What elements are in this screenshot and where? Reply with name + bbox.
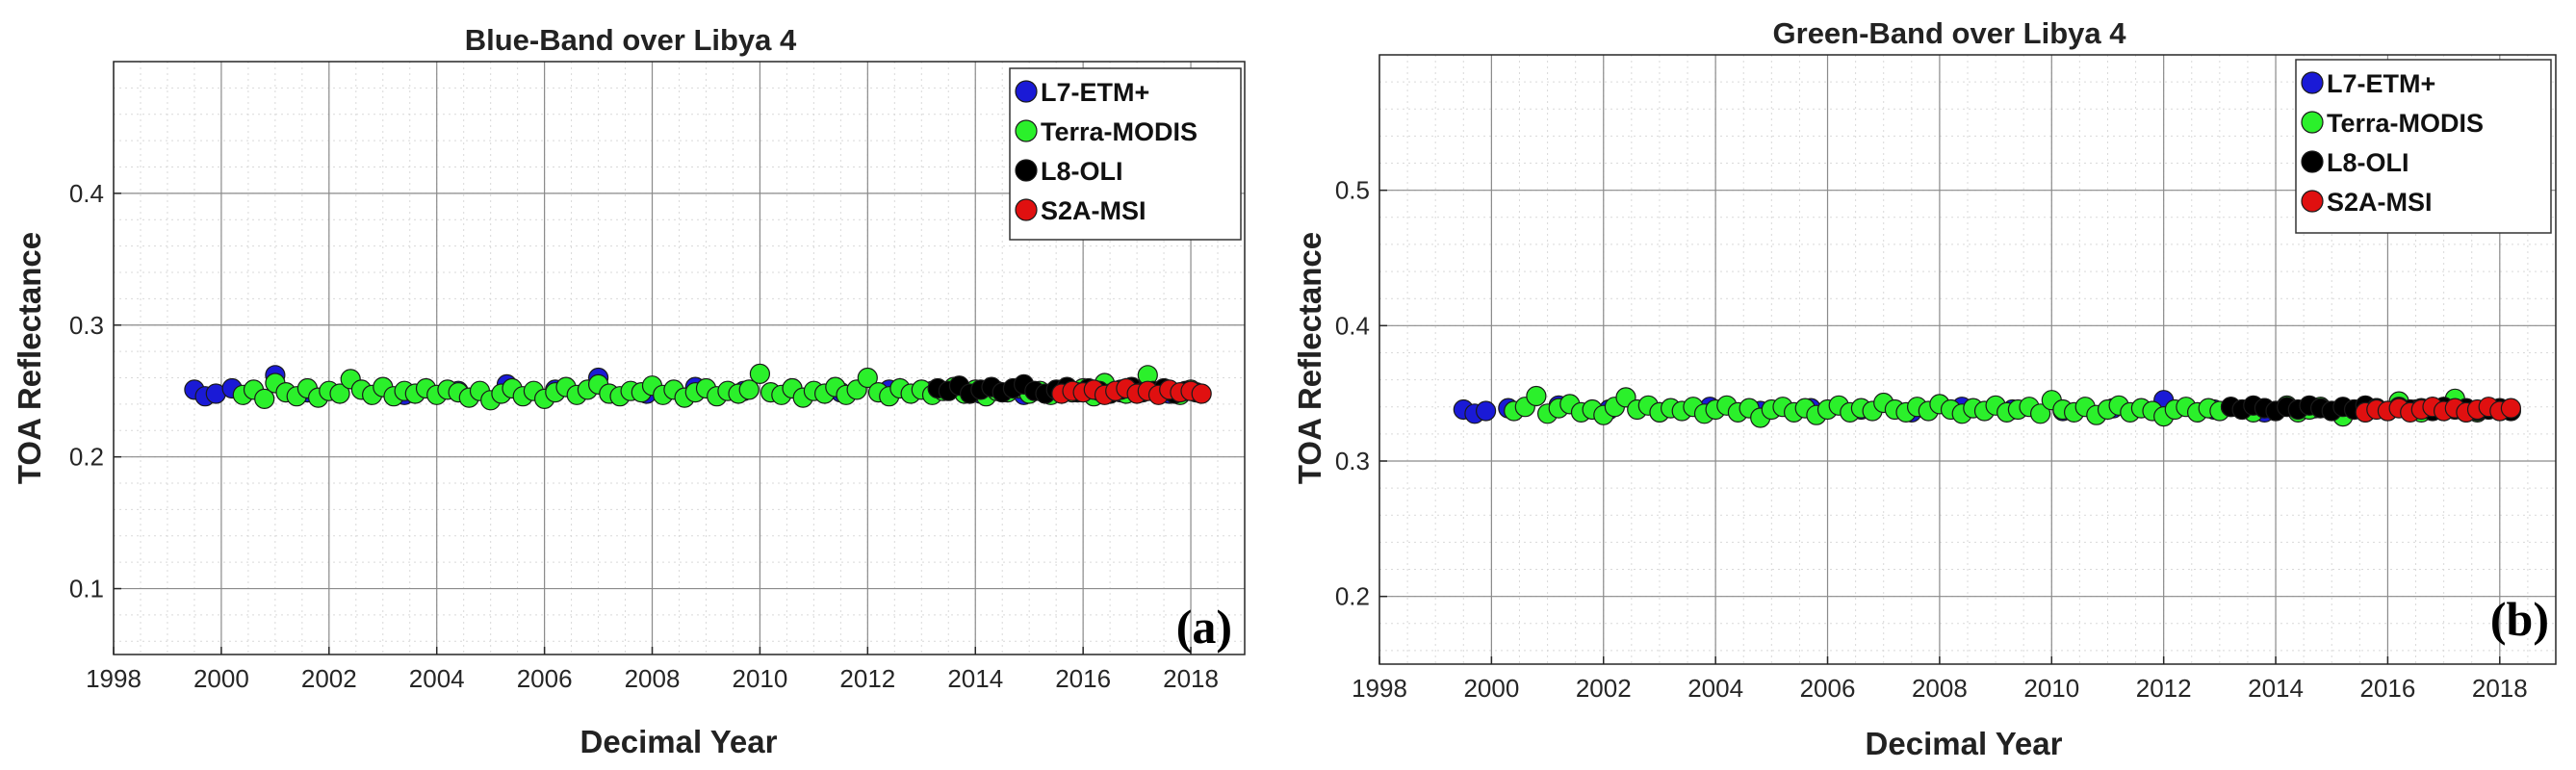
markers-green xyxy=(1453,385,2521,428)
y-tick-label: 0.3 xyxy=(1335,447,1370,475)
y-ticks-blue: 0.1 0.2 0.3 0.4 xyxy=(69,179,121,603)
x-tick-label: 2004 xyxy=(409,664,465,693)
y-ticks-green: 0.2 0.3 0.4 0.5 xyxy=(1335,176,1387,611)
x-tick-label: 2016 xyxy=(2360,674,2416,703)
x-ticks-blue: 1998 2000 2002 2004 2006 2008 2010 2012 2014 2016… xyxy=(86,647,1219,693)
data-point xyxy=(857,367,878,389)
x-tick-label: 2006 xyxy=(517,664,573,693)
x-tick-label: 2002 xyxy=(301,664,357,693)
legend-marker xyxy=(2301,150,2324,173)
x-tick-label: 2004 xyxy=(1687,674,1743,703)
x-tick-label: 1998 xyxy=(86,664,142,693)
legend-marker xyxy=(1015,80,1038,103)
legend-entry-label: L8-OLI xyxy=(1041,157,1123,186)
legend-entry-label: S2A-MSI xyxy=(1041,196,1146,225)
x-tick-label: 2014 xyxy=(2248,674,2304,703)
x-tick-label: 2006 xyxy=(1800,674,1856,703)
x-tick-label: 2008 xyxy=(1912,674,1968,703)
legend-items-blue: L7-ETM+ Terra-MODIS L8-OLI S2A-MSI xyxy=(1015,78,1198,225)
x-tick-label: 2010 xyxy=(2023,674,2079,703)
markers-blue xyxy=(184,363,1212,411)
data-point xyxy=(329,383,350,404)
legend-blue: L7-ETM+ Terra-MODIS L8-OLI S2A-MSI xyxy=(1009,67,1242,241)
chart-title-green: Green-Band over Libya 4 xyxy=(1773,16,2127,50)
y-axis-label-green: TOA Reflectance xyxy=(1292,232,1327,484)
x-tick-label: 2010 xyxy=(733,664,788,693)
plot-frame-green xyxy=(1378,54,2557,665)
legend-box-blue xyxy=(1009,67,1242,241)
x-tick-label: 2016 xyxy=(1055,664,1111,693)
x-tick-label: 2008 xyxy=(625,664,681,693)
data-point xyxy=(2500,398,2521,419)
y-tick-label: 0.4 xyxy=(69,179,104,208)
y-tick-label: 0.1 xyxy=(69,575,104,603)
series-s2a-msi xyxy=(1051,377,1212,405)
legend-entry-label: L8-OLI xyxy=(2327,148,2409,177)
x-ticks-green: 1998 2000 2002 2004 2006 2008 2010 2012 2014 2016… xyxy=(1352,656,2528,703)
legend-marker xyxy=(1015,198,1038,221)
x-tick-label: 2018 xyxy=(1163,664,1219,693)
legend-box-green xyxy=(2295,59,2552,234)
data-point xyxy=(738,379,760,400)
data-point xyxy=(2030,403,2051,424)
x-tick-label: 2000 xyxy=(1463,674,1519,703)
x-axis-label-green: Decimal Year xyxy=(1866,726,2063,761)
x-tick-label: 2012 xyxy=(2136,674,2192,703)
legend-marker xyxy=(2301,190,2324,213)
data-point xyxy=(254,388,275,409)
series-s2a-msi xyxy=(2355,397,2521,423)
legend-entry-label: L7-ETM+ xyxy=(1041,78,1149,107)
y-tick-label: 0.3 xyxy=(69,311,104,340)
panel-label-b: (b) xyxy=(2490,592,2549,646)
x-axis-label-blue: Decimal Year xyxy=(580,724,778,759)
panel-green: Green-Band over Libya 4 1998 2000 2002 2004… xyxy=(1292,16,2557,761)
data-point xyxy=(749,363,771,384)
legend-items-green: L7-ETM+ Terra-MODIS L8-OLI S2A-MSI xyxy=(2301,69,2484,217)
x-tick-label: 2000 xyxy=(193,664,249,693)
legend-marker xyxy=(2301,71,2324,94)
y-tick-label: 0.2 xyxy=(1335,582,1370,611)
panel-label-a: (a) xyxy=(1176,600,1232,654)
legend-entry-label: Terra-MODIS xyxy=(1041,117,1198,146)
legend-entry-label: S2A-MSI xyxy=(2327,188,2433,217)
data-point xyxy=(1526,385,1547,407)
legend-marker xyxy=(1015,159,1038,182)
y-tick-label: 0.4 xyxy=(1335,311,1370,340)
data-point xyxy=(1191,383,1212,404)
x-tick-label: 2018 xyxy=(2472,674,2528,703)
x-tick-label: 2014 xyxy=(947,664,1003,693)
x-tick-label: 2002 xyxy=(1576,674,1632,703)
legend-marker xyxy=(2301,111,2324,134)
plot-frame-blue xyxy=(113,61,1246,655)
legend-entry-label: Terra-MODIS xyxy=(2327,109,2484,138)
panel-blue: Blue-Band over Libya 4 1998 2000 2002 2004 2… xyxy=(12,23,1246,759)
legend-entry-label: L7-ETM+ xyxy=(2327,69,2435,98)
y-axis-label-blue: TOA Reflectance xyxy=(12,232,47,484)
x-tick-label: 1998 xyxy=(1352,674,1407,703)
y-tick-label: 0.5 xyxy=(1335,176,1370,205)
legend-marker xyxy=(1015,119,1038,142)
x-tick-label: 2012 xyxy=(839,664,895,693)
chart-title-blue: Blue-Band over Libya 4 xyxy=(465,23,797,57)
data-point xyxy=(1475,400,1497,422)
legend-green: L7-ETM+ Terra-MODIS L8-OLI S2A-MSI xyxy=(2295,59,2552,234)
y-tick-label: 0.2 xyxy=(69,443,104,472)
